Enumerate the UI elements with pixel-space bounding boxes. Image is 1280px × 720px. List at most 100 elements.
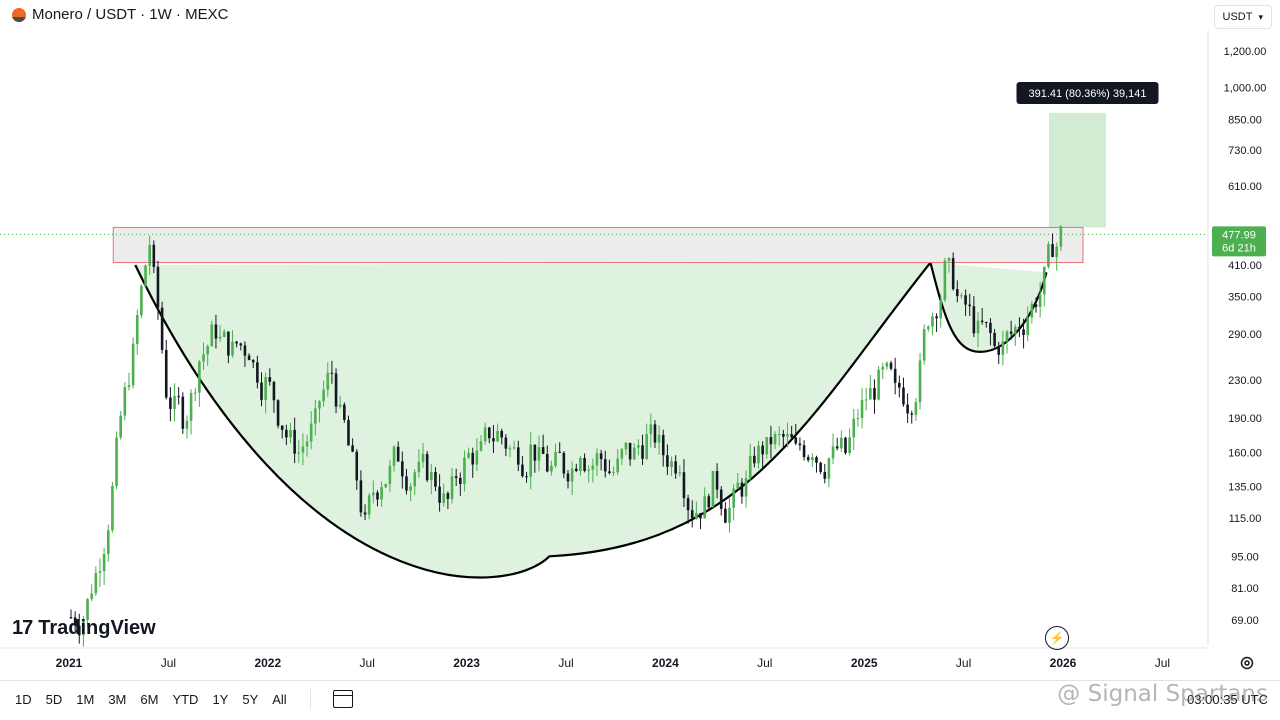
range-button-1d[interactable]: 1D xyxy=(8,692,39,707)
candle-body xyxy=(273,382,276,400)
candle-body xyxy=(778,434,781,435)
candle-body xyxy=(865,400,868,401)
candle-body xyxy=(1051,244,1054,257)
candle-body xyxy=(289,430,292,438)
symbol-header[interactable]: Monero / USDT · 1W · MEXC xyxy=(12,6,228,23)
candle-body xyxy=(952,258,955,289)
candle-body xyxy=(753,456,756,463)
lightning-icon[interactable]: ⚡ xyxy=(1045,626,1069,650)
candle-body xyxy=(360,480,363,512)
candle-body xyxy=(774,434,777,444)
candle-body xyxy=(600,453,603,459)
candle-body xyxy=(720,490,723,509)
candle-body xyxy=(538,447,541,461)
candle-body xyxy=(380,487,383,499)
range-button-3m[interactable]: 3M xyxy=(101,692,133,707)
candle-countdown-label: 6d 21h xyxy=(1222,242,1256,254)
candle-body xyxy=(844,438,847,453)
candle-body xyxy=(463,458,466,484)
gear-icon[interactable] xyxy=(1239,655,1255,671)
candle-body xyxy=(119,416,122,438)
price-tick-label: 290.00 xyxy=(1228,329,1262,341)
range-button-5d[interactable]: 5D xyxy=(39,692,70,707)
time-tick-label: Jul xyxy=(360,656,375,670)
candle-body xyxy=(612,472,615,473)
brand-name: TradingView xyxy=(38,617,155,640)
candle-body xyxy=(194,393,197,394)
candle-body xyxy=(496,431,499,441)
candle-body xyxy=(997,346,1000,355)
candle-body xyxy=(1026,317,1029,335)
candle-body xyxy=(1010,332,1013,334)
candle-body xyxy=(931,316,934,326)
candle-body xyxy=(447,493,450,499)
target-label: 391.41 (80.36%) 39,141 xyxy=(1028,88,1146,100)
range-button-all[interactable]: All xyxy=(265,692,293,707)
candle-body xyxy=(716,471,719,490)
candle-body xyxy=(666,455,669,467)
candle-body xyxy=(654,424,657,442)
candle-body xyxy=(364,512,367,514)
candle-body xyxy=(177,396,180,397)
candle-body xyxy=(786,434,789,437)
time-tick-label: Jul xyxy=(956,656,971,670)
candle-body xyxy=(455,476,458,478)
candle-body xyxy=(517,447,520,464)
candle-body xyxy=(828,458,831,478)
range-button-ytd[interactable]: YTD xyxy=(165,692,205,707)
price-tick-label: 69.00 xyxy=(1231,615,1259,627)
candle-body xyxy=(761,446,764,455)
candle-body xyxy=(418,462,421,472)
candle-body xyxy=(244,345,247,355)
candle-body xyxy=(438,487,441,503)
candle-body xyxy=(124,387,127,415)
candle-body xyxy=(1055,247,1058,257)
calendar-icon[interactable] xyxy=(333,690,353,708)
candle-body xyxy=(625,443,628,449)
candle-body xyxy=(699,513,702,518)
tradingview-logo: 17 TradingView xyxy=(12,617,156,640)
candle-body xyxy=(277,400,280,425)
candle-body xyxy=(136,315,139,344)
candle-body xyxy=(579,458,582,471)
candle-body xyxy=(368,495,371,514)
range-button-1y[interactable]: 1Y xyxy=(205,692,235,707)
candle-body xyxy=(915,402,918,415)
candle-body xyxy=(608,471,611,473)
candle-body xyxy=(550,466,553,472)
range-button-1m[interactable]: 1M xyxy=(69,692,101,707)
candle-body xyxy=(807,457,810,460)
range-button-6m[interactable]: 6M xyxy=(133,692,165,707)
range-button-5y[interactable]: 5Y xyxy=(235,692,265,707)
candle-body xyxy=(355,452,358,481)
candle-body xyxy=(836,446,839,448)
candle-body xyxy=(877,370,880,400)
price-tick-label: 230.00 xyxy=(1228,375,1262,387)
candle-body xyxy=(1002,341,1005,354)
candle-body xyxy=(587,470,590,471)
candle-body xyxy=(861,400,864,418)
candle-body xyxy=(422,454,425,462)
candle-body xyxy=(935,316,938,318)
candle-body xyxy=(728,508,731,523)
candle-body xyxy=(343,405,346,420)
candle-body xyxy=(285,430,288,438)
price-tick-label: 190.00 xyxy=(1228,413,1262,425)
candle-body xyxy=(1018,327,1021,330)
candle-body xyxy=(215,324,218,338)
candle-body xyxy=(206,346,209,354)
candle-body xyxy=(1031,304,1034,317)
candle-body xyxy=(256,362,259,382)
candle-body xyxy=(757,446,760,464)
candle-body xyxy=(852,419,855,438)
price-tick-label: 410.00 xyxy=(1228,260,1262,272)
candle-body xyxy=(505,438,508,449)
candle-body xyxy=(724,509,727,523)
candle-body xyxy=(128,385,131,387)
candle-body xyxy=(268,377,271,382)
candle-body xyxy=(592,465,595,469)
currency-select[interactable]: USDT ▾ xyxy=(1214,5,1272,29)
candle-body xyxy=(480,441,483,450)
candle-body xyxy=(873,388,876,400)
